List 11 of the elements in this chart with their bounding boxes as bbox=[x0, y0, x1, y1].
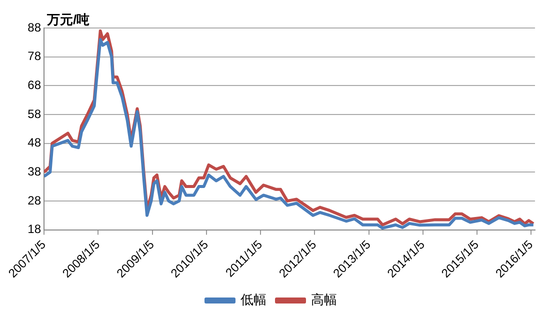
y-tick-label: 58 bbox=[28, 106, 42, 121]
y-tick-label: 68 bbox=[28, 78, 42, 92]
y-tick-label: 78 bbox=[28, 49, 42, 64]
y-tick-label: 18 bbox=[28, 222, 42, 236]
y-tick-label: 28 bbox=[28, 193, 42, 208]
y-tick-label: 48 bbox=[28, 136, 42, 150]
y-tick-label: 38 bbox=[28, 164, 42, 178]
legend-label: 低幅 bbox=[240, 292, 266, 308]
legend-label: 高幅 bbox=[311, 292, 337, 308]
y-tick-label: 88 bbox=[28, 20, 42, 34]
y-axis-title: 万元/吨 bbox=[46, 12, 90, 28]
